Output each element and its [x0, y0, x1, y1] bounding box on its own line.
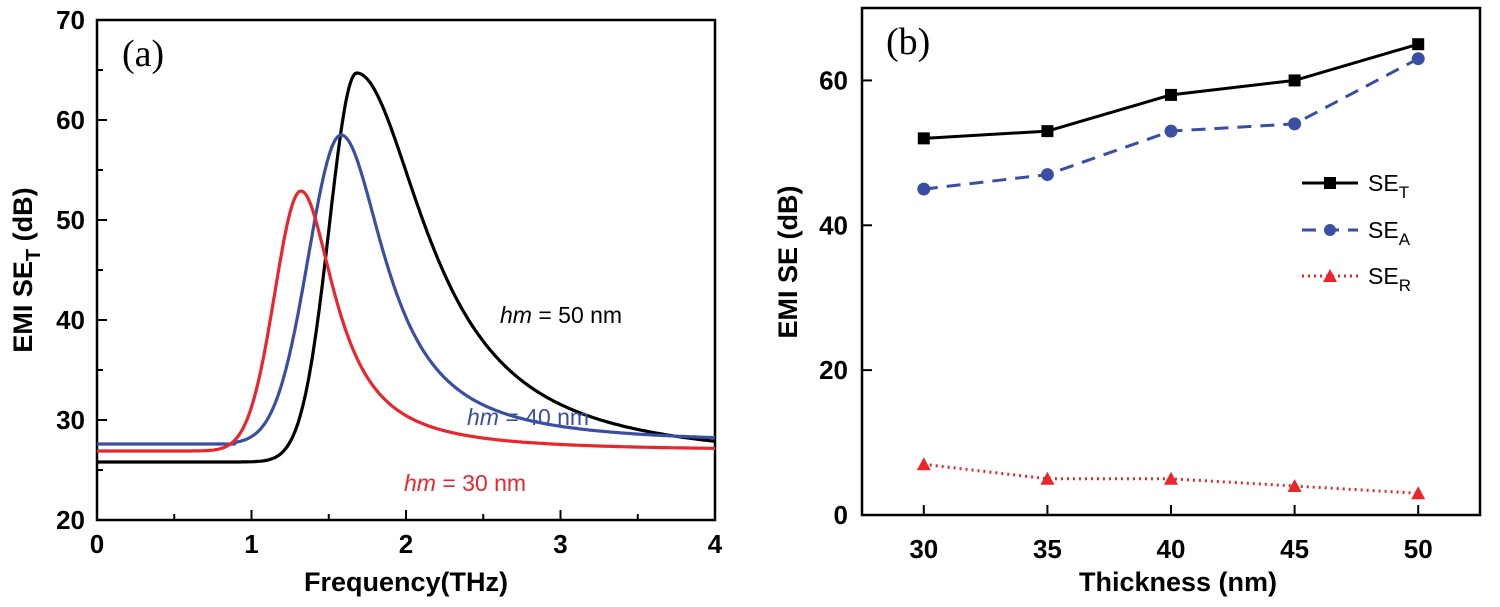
point-r-35 — [1040, 471, 1055, 485]
curve-series-0 — [97, 71, 716, 464]
annotation-hm-50: hm = 50 nm — [500, 302, 622, 328]
point-a-40 — [1164, 124, 1178, 138]
y-tick-label-a-20: 20 — [56, 505, 85, 535]
point-t-40 — [1165, 88, 1177, 101]
x-tick-label-a-4: 4 — [708, 529, 723, 559]
point-a-35 — [1040, 168, 1054, 182]
legend-marker-se-a — [1324, 224, 1336, 236]
legend-entry-se-a: SEA — [1302, 217, 1411, 249]
point-r-50 — [1411, 486, 1426, 500]
point-a-45 — [1288, 117, 1302, 131]
legend-marker-se-r — [1323, 269, 1337, 282]
legend-label-se-t: SET — [1368, 170, 1409, 202]
annotation-hm-40-rest: = 40 nm — [499, 404, 589, 430]
legend-entry-se-t: SET — [1302, 170, 1409, 202]
legend-label-se-r-sub: R — [1399, 276, 1411, 295]
series-line-se-a — [923, 57, 1419, 191]
curve-series-1 — [97, 133, 716, 446]
annotation-hm-30-var: hm — [404, 470, 436, 496]
annotation-hm-30-rest: = 30 nm — [436, 470, 526, 496]
y-tick-label-a-30: 30 — [56, 405, 85, 435]
panel-a-y-axis-sub: T — [23, 249, 45, 261]
legend-label-se-a-sub: A — [1399, 230, 1411, 249]
annotation-hm-50-rest: = 50 nm — [532, 302, 622, 328]
y-tick-label-b-0: 0 — [834, 500, 848, 530]
legend: SET SEA SER — [1302, 170, 1411, 295]
panel-a-curves — [97, 71, 716, 464]
y-tick-label-a-60: 60 — [56, 105, 85, 135]
annotation-hm-30: hm = 30 nm — [404, 470, 526, 496]
panel-b-frame — [860, 6, 1482, 517]
x-tick-label-b-50: 50 — [1404, 534, 1433, 564]
panel-a-y-axis-main: EMI SE — [8, 261, 38, 353]
x-tick-label-b-40: 40 — [1157, 534, 1186, 564]
legend-label-se-r: SER — [1368, 263, 1411, 295]
point-r-30 — [916, 457, 931, 471]
legend-label-se-t-main: SE — [1368, 170, 1399, 196]
x-tick-label-a-2: 2 — [399, 529, 413, 559]
annotation-hm-40-var: hm — [467, 404, 499, 430]
legend-label-se-r-main: SE — [1368, 263, 1399, 289]
panel-a-ticks: 0 1 2 3 4 20 30 40 50 60 70 — [56, 5, 723, 559]
panel-b-series — [916, 38, 1426, 500]
panel-a-y-axis-title: EMI SET (dB) — [8, 187, 45, 352]
legend-entry-se-r: SER — [1302, 263, 1411, 295]
y-tick-label-b-40: 40 — [819, 210, 848, 240]
x-tick-label-a-1: 1 — [244, 529, 258, 559]
point-t-35 — [1041, 125, 1054, 138]
panel-b: 30 35 40 45 50 0 20 40 60 (b) Thickness (nm) EMI… — [773, 6, 1482, 597]
y-tick-label-b-20: 20 — [819, 355, 848, 385]
panel-b-y-axis-title: EMI SE (dB) — [773, 186, 803, 339]
point-t-50 — [1412, 38, 1425, 51]
point-t-30 — [917, 132, 930, 145]
x-tick-label-a-0: 0 — [90, 529, 104, 559]
x-tick-label-b-35: 35 — [1033, 534, 1062, 564]
point-t-45 — [1288, 74, 1301, 87]
annotation-hm-50-var: hm — [500, 302, 532, 328]
annotation-hm-40: hm = 40 nm — [467, 404, 589, 430]
legend-marker-se-t — [1324, 177, 1336, 189]
x-tick-label-a-3: 3 — [553, 529, 567, 559]
panel-a-y-axis-unit: (dB) — [8, 187, 38, 248]
panel-a-x-axis-title: Frequency(THz) — [304, 567, 508, 597]
point-a-30 — [917, 182, 931, 196]
y-tick-label-a-50: 50 — [56, 205, 85, 235]
point-r-45 — [1287, 479, 1302, 493]
panel-a-label: (a) — [122, 33, 164, 75]
point-a-50 — [1411, 52, 1425, 66]
x-tick-label-b-30: 30 — [909, 534, 938, 564]
legend-label-se-a: SEA — [1368, 217, 1411, 249]
panel-b-label: (b) — [886, 21, 930, 63]
legend-label-se-a-main: SE — [1368, 217, 1399, 243]
y-tick-label-a-40: 40 — [56, 305, 85, 335]
panel-a: 0 1 2 3 4 20 30 40 50 60 70 (a) Frequency(THz) EMI… — [8, 5, 723, 597]
legend-label-se-t-sub: T — [1399, 183, 1409, 202]
x-tick-label-b-45: 45 — [1280, 534, 1309, 564]
panel-b-x-axis-title: Thickness (nm) — [1079, 567, 1277, 597]
y-tick-label-a-70: 70 — [56, 5, 85, 35]
point-r-40 — [1164, 471, 1178, 485]
y-tick-label-b-60: 60 — [819, 65, 848, 95]
panel-b-ticks: 30 35 40 45 50 0 20 40 60 — [819, 65, 1433, 564]
curve-series-2 — [97, 189, 715, 453]
